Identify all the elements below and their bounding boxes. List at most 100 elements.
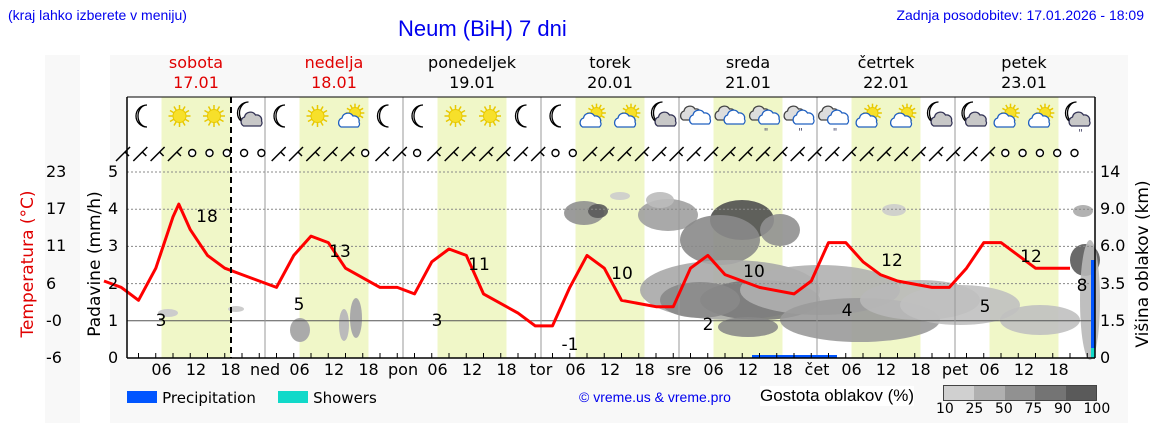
axis-tick: 4 — [108, 199, 119, 219]
hour-label: 06 — [703, 360, 724, 379]
axis-tick: 6.0 — [1100, 236, 1126, 256]
hour-label: 12 — [737, 360, 759, 379]
hour-label: 06 — [289, 360, 310, 379]
axis-tick: 1 — [108, 310, 119, 330]
density-tick: 75 — [1024, 401, 1043, 417]
sun-cloud-icon — [889, 103, 917, 128]
day-header-22.01: četrtek 22.01 — [826, 53, 946, 93]
day-header-20.01: torek 20.01 — [550, 53, 670, 93]
axis-tick: 0 — [108, 348, 119, 367]
legend-precipitation: Precipitation — [127, 388, 256, 407]
axis-tick: 11 — [46, 236, 67, 256]
axis-tick: 2 — [108, 273, 119, 293]
precipitation-swatch — [127, 391, 157, 403]
menu-hint-link[interactable]: (kraj lahko izberete v meniju) — [8, 7, 187, 23]
cloud-rain-icon: " — [748, 105, 781, 138]
hour-label: 12 — [875, 360, 897, 379]
axis-tick: 5 — [108, 162, 119, 181]
axis-tick: 23 — [46, 162, 67, 181]
axis-tick: 1.5 — [1100, 310, 1126, 330]
svg-text:5: 5 — [980, 297, 991, 317]
hour-label: 12 — [461, 360, 483, 379]
cloud-rain-icon: " — [783, 105, 815, 138]
cloud-density-scale — [943, 385, 1097, 401]
cloud-height-axis-label: Višina oblakov (km) — [1133, 180, 1152, 348]
axis-tick: 17 — [46, 199, 67, 219]
day-name: sobota — [168, 53, 224, 72]
axis-tick: 0 — [1100, 348, 1111, 367]
day-header-18.01: nedelja 18.01 — [274, 53, 394, 93]
moon-cloud-icon — [926, 101, 953, 127]
hour-label: 18 — [220, 360, 241, 379]
svg-text:8: 8 — [1077, 276, 1088, 296]
hour-label: 18 — [910, 360, 931, 379]
left-temp-panel — [45, 55, 80, 423]
moon-cloud-rain-icon: " — [1064, 101, 1091, 139]
sun-cloud-icon — [613, 103, 641, 128]
svg-text:3: 3 — [432, 311, 443, 331]
svg-text:12: 12 — [881, 251, 903, 271]
temperature-line — [103, 202, 1070, 328]
day-name: petek — [1001, 53, 1047, 72]
svg-text:2: 2 — [703, 315, 714, 335]
hour-label: 12 — [599, 360, 621, 379]
legend-showers: Showers — [278, 388, 377, 407]
hour-label: 06 — [841, 360, 862, 379]
temperature-labels: 3 18 5 13 3 11 -1 10 2 10 4 12 5 12 8 — [156, 207, 1088, 355]
svg-text:": " — [798, 127, 803, 138]
day-date: 20.01 — [587, 73, 633, 92]
hour-label: 18 — [772, 360, 793, 379]
day-date: 19.01 — [449, 73, 495, 92]
density-swatch — [1065, 386, 1097, 400]
day-name: ponedeljek — [428, 53, 516, 72]
showers-swatch — [278, 391, 308, 403]
hour-label: 12 — [1013, 360, 1035, 379]
daytime-bands — [161, 97, 1059, 358]
hour-label: 06 — [979, 360, 1000, 379]
axis-tick: -0 — [46, 310, 62, 330]
svg-text:3: 3 — [156, 311, 167, 331]
day-header-23.01: petek 23.01 — [964, 53, 1084, 93]
hour-label: 06 — [427, 360, 448, 379]
day-name: nedelja — [304, 53, 364, 72]
density-tick: 25 — [965, 401, 984, 417]
wind-barbs-row — [115, 146, 1079, 162]
precipitation-label: Precipitation — [162, 389, 256, 407]
density-swatch — [974, 386, 1005, 400]
svg-text:4: 4 — [842, 301, 853, 321]
sun-icon — [168, 105, 191, 127]
hour-label: tor — [529, 360, 553, 379]
sun-cloud-icon — [337, 103, 365, 128]
density-tick: 100 — [1083, 401, 1111, 417]
svg-text:10: 10 — [611, 264, 633, 284]
last-update: Zadnja posodobitev: 17.01.2026 - 18:09 — [896, 7, 1144, 23]
density-swatch — [1004, 386, 1036, 400]
credit-link[interactable]: © vreme.us & vreme.pro — [579, 389, 731, 405]
day-date: 17.01 — [173, 73, 219, 92]
hour-label: pon — [388, 360, 419, 379]
sun-icon — [203, 105, 225, 127]
hour-label: sre — [666, 360, 692, 379]
moon-icon — [549, 104, 562, 128]
svg-text:18: 18 — [196, 207, 218, 227]
day-date: 21.01 — [725, 73, 771, 92]
cloud-icon — [714, 105, 746, 125]
axis-tick: 3 — [108, 236, 119, 256]
axis-tick: 6 — [46, 273, 57, 293]
day-date: 23.01 — [1001, 73, 1047, 92]
moon-icon — [411, 104, 424, 128]
day-name: četrtek — [857, 53, 915, 72]
svg-text:-1: -1 — [562, 335, 579, 355]
cloud-density-title: Gostota oblakov (%) — [760, 386, 915, 406]
sun-icon — [444, 105, 467, 127]
svg-text:": " — [1078, 128, 1083, 139]
sun-cloud-icon — [1027, 103, 1055, 128]
day-date: 18.01 — [311, 73, 357, 92]
density-swatch — [1035, 386, 1066, 400]
day-header-17.01: sobota 17.01 — [136, 53, 256, 93]
sun-cloud-icon — [855, 103, 882, 128]
showers-label: Showers — [313, 389, 377, 407]
moon-cloud-icon — [236, 101, 263, 127]
moon-icon — [273, 104, 286, 128]
